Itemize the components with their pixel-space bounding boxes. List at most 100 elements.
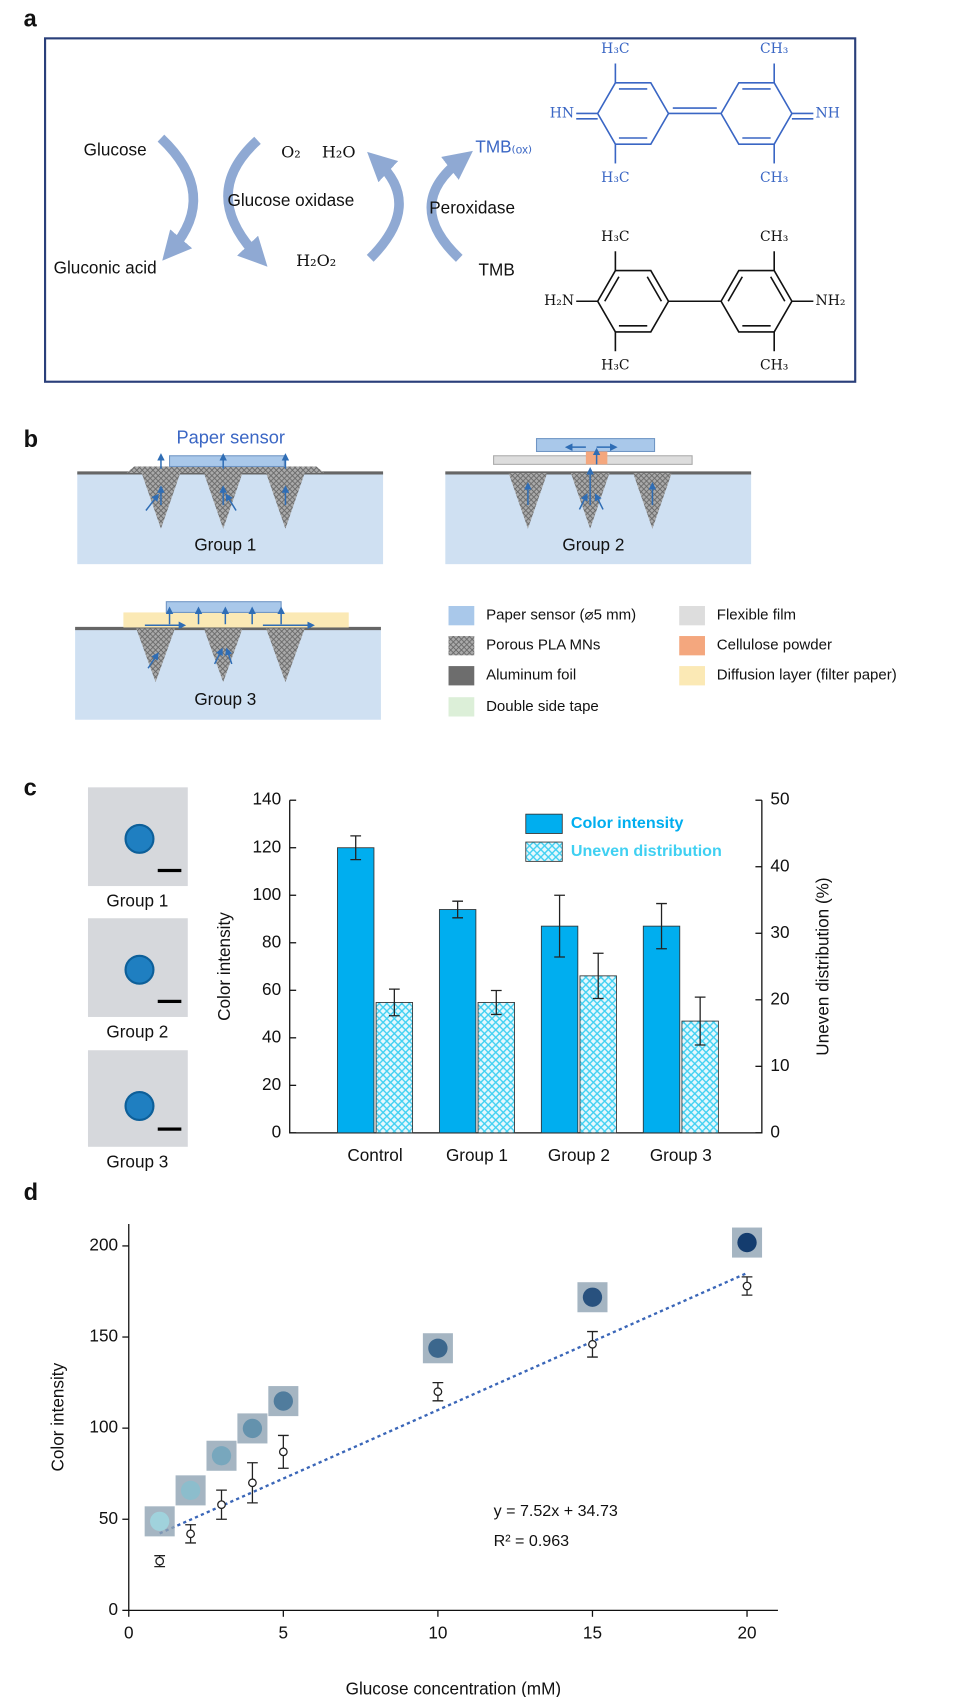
y-tick-label: 100 bbox=[253, 884, 282, 904]
bar bbox=[579, 975, 617, 1134]
flow-arrow bbox=[225, 493, 237, 511]
x-tick-label: 20 bbox=[737, 1622, 756, 1642]
sample-spot bbox=[180, 1480, 201, 1501]
sample-spot bbox=[582, 1287, 603, 1307]
y-tick-label: 20 bbox=[262, 1074, 281, 1094]
panel-label: b bbox=[24, 427, 38, 453]
fit-line bbox=[159, 1271, 748, 1535]
ring bbox=[596, 82, 670, 145]
x-tick-label: Group 3 bbox=[650, 1145, 712, 1165]
x-axis-title: Glucose concentration (mM) bbox=[346, 1678, 561, 1697]
point bbox=[155, 1556, 165, 1566]
point bbox=[588, 1339, 597, 1349]
y-tick-label: 200 bbox=[89, 1234, 118, 1254]
point bbox=[217, 1500, 226, 1510]
flow-arrow bbox=[145, 493, 159, 511]
reaction-text: H₂O₂ bbox=[296, 251, 336, 270]
atom-label: CH₃ bbox=[760, 229, 788, 245]
flow-arrow bbox=[147, 652, 159, 669]
bar bbox=[642, 925, 681, 1134]
y2-tick-label: 50 bbox=[770, 789, 789, 809]
atom-label: HN bbox=[550, 105, 574, 121]
legend-label: Flexible film bbox=[717, 607, 796, 624]
double-bond bbox=[646, 276, 663, 302]
y-tick-label: 140 bbox=[253, 789, 282, 809]
bar bbox=[540, 925, 579, 1134]
legend-swatch bbox=[525, 813, 563, 834]
paper-sensor bbox=[165, 601, 282, 613]
flow-arrow bbox=[594, 493, 604, 510]
photo-label: Group 1 bbox=[106, 891, 168, 911]
photo-spot bbox=[124, 1091, 155, 1122]
y2-axis-title: Uneven distribution (%) bbox=[813, 877, 833, 1055]
scatter-chart: 0 50 100 150 200 0 5 10 15 20 Glucose concentratio… bbox=[48, 1224, 778, 1697]
y-tick-label: 50 bbox=[99, 1508, 118, 1528]
microneedle bbox=[203, 628, 243, 683]
y-tick-label: 60 bbox=[262, 979, 281, 999]
error-bar bbox=[592, 952, 604, 1000]
atom-label: NH bbox=[816, 105, 840, 121]
reaction-text: TMB bbox=[479, 260, 515, 280]
scale-bar bbox=[157, 1127, 182, 1131]
y-tick-label: 120 bbox=[253, 836, 282, 856]
error-bar bbox=[694, 996, 706, 1046]
error-bar bbox=[350, 835, 362, 861]
point bbox=[248, 1478, 257, 1488]
bar bbox=[375, 1002, 414, 1134]
legend-swatch bbox=[448, 605, 475, 626]
panel-label: d bbox=[24, 1180, 38, 1206]
group-label: Group 2 bbox=[562, 534, 624, 554]
axes bbox=[128, 1224, 778, 1611]
legend-label: Diffusion layer (filter paper) bbox=[717, 667, 897, 684]
reaction-text: TMB₍ₒₓ₎ bbox=[475, 136, 532, 156]
error-bar bbox=[656, 902, 667, 950]
reaction-text: Gluconic acid bbox=[54, 258, 157, 278]
setup-diagrams: Paper sensor Group 1 Group 2 Group 3 Paper s… bbox=[75, 426, 897, 720]
atom-label: H₃C bbox=[601, 41, 629, 57]
point bbox=[278, 1447, 288, 1457]
atom-label: NH₂ bbox=[816, 293, 846, 309]
bar bbox=[337, 847, 375, 1134]
atom-label: H₃C bbox=[601, 229, 629, 245]
paper-sensor bbox=[535, 438, 656, 453]
y2-tick-label: 30 bbox=[770, 922, 789, 942]
y-tick-label: 0 bbox=[108, 1599, 118, 1619]
y-tick-label: 40 bbox=[262, 1026, 281, 1046]
double-bond bbox=[727, 276, 744, 302]
legend-label: Porous PLA MNs bbox=[486, 637, 600, 654]
bar-chart: 0 20 40 60 80 100 120 140 0 10 20 30 40 50 Color inten… bbox=[214, 789, 833, 1165]
sample-spot bbox=[428, 1338, 448, 1358]
y-tick-label: 100 bbox=[89, 1417, 118, 1437]
sample-spot bbox=[150, 1511, 170, 1532]
point bbox=[742, 1281, 752, 1291]
scale-bar bbox=[157, 868, 182, 873]
error-bar bbox=[554, 894, 565, 958]
legend-swatch bbox=[679, 666, 705, 686]
legend-label: Color intensity bbox=[571, 814, 684, 832]
y-axis-title: Color intensity bbox=[48, 1362, 68, 1471]
annotation: y = 7.52x + 34.73 bbox=[494, 1502, 618, 1520]
photo-spot bbox=[124, 954, 155, 985]
group-label: Group 1 bbox=[194, 534, 256, 554]
legend-swatch bbox=[448, 697, 475, 717]
ring bbox=[596, 269, 670, 333]
photo-label: Group 2 bbox=[106, 1022, 168, 1042]
legend-swatch bbox=[679, 636, 705, 656]
atom-label: CH₃ bbox=[760, 170, 788, 186]
sensor-label: Paper sensor bbox=[176, 426, 284, 447]
reaction-text: Glucose bbox=[84, 140, 147, 160]
panel-frame bbox=[43, 37, 857, 383]
legend-swatch bbox=[679, 605, 705, 626]
x-tick-label: Control bbox=[347, 1145, 402, 1165]
microneedle bbox=[266, 628, 305, 683]
legend-label: Uneven distribution bbox=[571, 842, 722, 860]
y-tick-label: 0 bbox=[272, 1121, 282, 1141]
bar bbox=[477, 1002, 515, 1134]
atom-label: H₃C bbox=[601, 358, 629, 374]
annotation: R² = 0.963 bbox=[494, 1532, 570, 1550]
structures: H₃C H₃C CH₃ CH₃ HN NH H₃C H₃C CH₃ CH₃ H₂N NH₂ bbox=[544, 41, 845, 374]
error-bar bbox=[388, 988, 400, 1017]
photos: Group 1 Group 2 Group 3 bbox=[87, 787, 188, 1171]
